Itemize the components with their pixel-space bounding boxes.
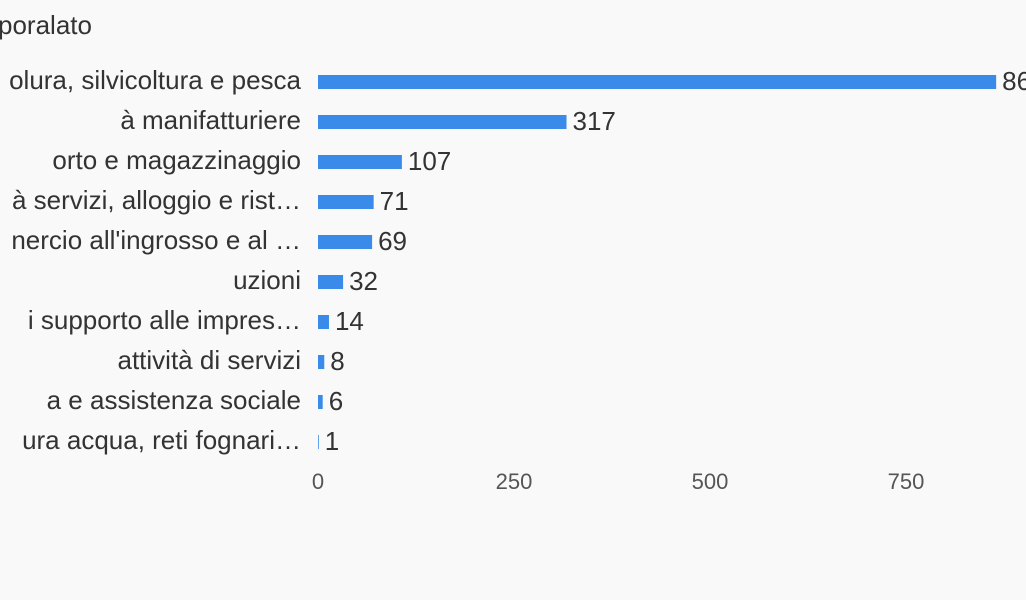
- y-tick-label: nercio all'ingrosso e al …: [11, 225, 301, 255]
- value-label: 1: [325, 426, 339, 456]
- bar: [318, 195, 374, 209]
- value-label: 69: [378, 226, 407, 256]
- y-tick-label: i supporto alle impres…: [28, 305, 301, 335]
- bar: [318, 155, 402, 169]
- bar: [318, 395, 323, 409]
- y-tick-label: olura, silvicoltura e pesca: [9, 65, 301, 95]
- value-label: 8: [330, 346, 344, 376]
- x-tick-label: 750: [888, 469, 925, 494]
- y-tick-label: ura acqua, reti fognari…: [22, 425, 301, 455]
- value-label: 14: [335, 306, 364, 336]
- x-tick-label: 250: [496, 469, 533, 494]
- y-tick-label: attività di servizi: [118, 345, 302, 375]
- value-label: 107: [408, 146, 451, 176]
- bar: [318, 75, 997, 89]
- y-tick-label: uzioni: [233, 265, 301, 295]
- bar: [318, 275, 344, 289]
- value-label: 6: [329, 386, 343, 416]
- chart-title: poralato: [0, 10, 92, 40]
- value-label: 71: [380, 186, 409, 216]
- y-tick-label: à servizi, alloggio e rist…: [12, 185, 301, 215]
- bar: [318, 115, 567, 129]
- y-tick-label: a e assistenza sociale: [47, 385, 301, 415]
- y-tick-label: orto e magazzinaggio: [52, 145, 301, 175]
- value-label: 865: [1002, 66, 1026, 96]
- value-label: 32: [349, 266, 378, 296]
- y-tick-label: à manifatturiere: [120, 105, 301, 135]
- bar: [318, 235, 373, 249]
- value-label: 317: [573, 106, 616, 136]
- x-tick-label: 500: [692, 469, 729, 494]
- bar: [318, 435, 319, 449]
- bar: [318, 355, 325, 369]
- x-tick-label: 0: [312, 469, 324, 494]
- bar: [318, 315, 329, 329]
